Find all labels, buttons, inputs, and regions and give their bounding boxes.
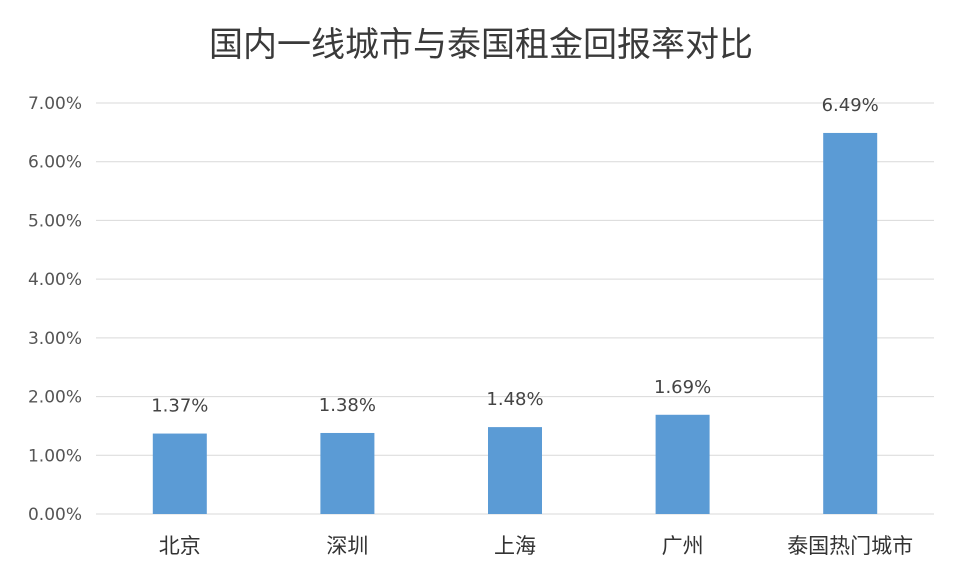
gridlines xyxy=(96,102,934,515)
data-label: 1.69% xyxy=(654,377,711,398)
bar xyxy=(823,132,878,515)
x-category-label: 泰国热门城市 xyxy=(787,534,913,558)
y-tick-label: 7.00% xyxy=(28,94,82,114)
y-tick-label: 4.00% xyxy=(28,270,82,290)
x-axis-categories: 北京 深圳 上海 广州 泰国热门城市 xyxy=(159,534,913,558)
y-tick-label: 2.00% xyxy=(28,388,82,408)
data-label: 1.37% xyxy=(151,396,208,417)
bars xyxy=(152,132,878,515)
y-axis-ticks: 0.00% 1.00% 2.00% 3.00% 4.00% 5.00% 6.00% 7.00% xyxy=(28,94,82,525)
bar xyxy=(488,427,542,514)
x-category-label: 北京 xyxy=(159,534,201,558)
data-label: 6.49% xyxy=(822,95,879,116)
y-tick-label: 1.00% xyxy=(28,446,82,466)
data-label: 1.48% xyxy=(486,389,543,410)
bar xyxy=(320,432,375,514)
y-tick-label: 6.00% xyxy=(28,153,82,173)
chart-title: 国内一线城市与泰国租金回报率对比 xyxy=(209,25,753,65)
x-category-label: 上海 xyxy=(494,534,536,558)
y-tick-label: 0.00% xyxy=(28,505,82,525)
y-tick-label: 5.00% xyxy=(28,211,82,231)
x-category-label: 深圳 xyxy=(326,534,368,558)
data-label: 1.38% xyxy=(319,395,376,416)
bar xyxy=(655,414,710,514)
bar xyxy=(152,433,207,514)
data-labels: 1.37% 1.38% 1.48% 1.69% 6.49% xyxy=(151,95,879,417)
x-category-label: 广州 xyxy=(662,534,704,558)
y-tick-label: 3.00% xyxy=(28,329,82,349)
